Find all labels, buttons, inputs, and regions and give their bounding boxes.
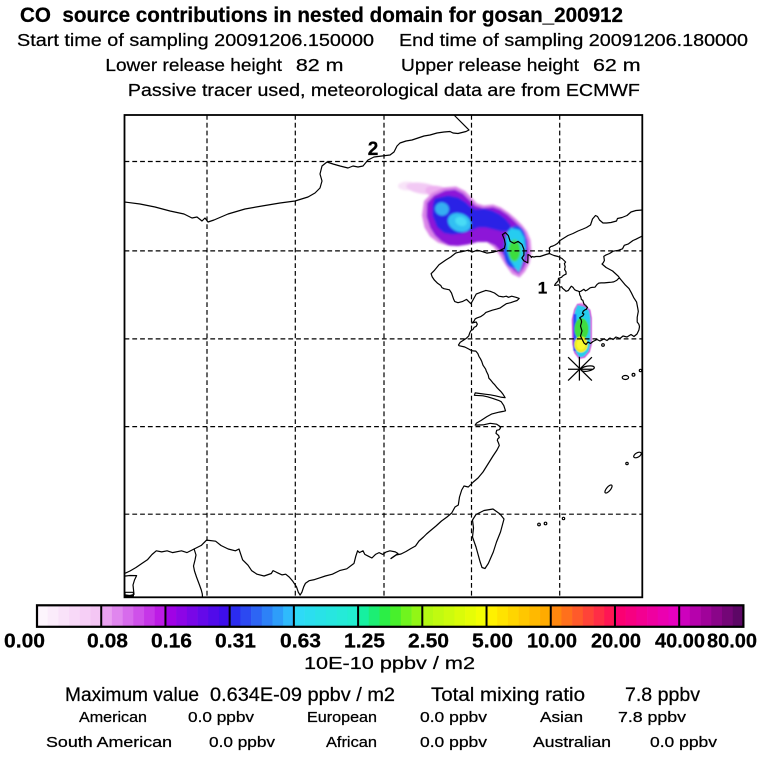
svg-text:82 m: 82 m: [296, 55, 344, 75]
svg-text:0.00: 0.00: [4, 629, 45, 652]
svg-text:0.0 ppbv: 0.0 ppbv: [209, 735, 276, 751]
svg-text:0.0 ppbv: 0.0 ppbv: [188, 710, 255, 726]
svg-text:0.0 ppbv: 0.0 ppbv: [650, 735, 718, 751]
svg-text:10E-10 ppbv / m2: 10E-10 ppbv / m2: [304, 653, 475, 673]
svg-text:CO source contributions in ne: CO source contributions in nested domain…: [20, 3, 623, 27]
svg-text:7.8 ppbv: 7.8 ppbv: [618, 710, 687, 726]
svg-text:Start time of sampling 2009120: Start time of sampling 20091206.150000: [17, 30, 374, 50]
svg-text:1: 1: [538, 279, 547, 298]
svg-text:End time of sampling 20091206.: End time of sampling 20091206.180000: [399, 30, 748, 50]
svg-text:American: American: [79, 710, 147, 726]
svg-text:40.00: 40.00: [655, 629, 705, 652]
svg-text:Australian: Australian: [533, 735, 611, 751]
svg-text:1.25: 1.25: [344, 629, 385, 652]
svg-text:7.8 ppbv: 7.8 ppbv: [625, 685, 700, 706]
svg-text:5.00: 5.00: [472, 629, 513, 652]
svg-text:South American: South American: [46, 735, 172, 751]
svg-text:0.08: 0.08: [87, 629, 128, 652]
svg-text:Upper release height: Upper release height: [401, 55, 579, 75]
svg-text:Asian: Asian: [540, 710, 583, 726]
svg-text:0.634E-09 ppbv / m2: 0.634E-09 ppbv / m2: [210, 685, 395, 706]
svg-text:Lower release height: Lower release height: [105, 55, 282, 75]
svg-text:African: African: [326, 735, 377, 751]
svg-text:62 m: 62 m: [593, 55, 641, 75]
svg-text:0.16: 0.16: [151, 629, 192, 652]
svg-text:0.63: 0.63: [280, 629, 321, 652]
svg-text:European: European: [307, 710, 377, 726]
svg-text:Passive tracer used, meteorolo: Passive tracer used, meteorological data…: [128, 80, 640, 100]
svg-text:80.00: 80.00: [707, 629, 757, 652]
svg-text:20.00: 20.00: [591, 629, 641, 652]
svg-text:0.31: 0.31: [215, 629, 256, 652]
svg-text:2: 2: [368, 139, 379, 160]
svg-text:0.0 ppbv: 0.0 ppbv: [420, 710, 488, 726]
svg-text:Total mixing ratio: Total mixing ratio: [431, 685, 585, 706]
svg-text:10.00: 10.00: [527, 629, 577, 652]
svg-text:0.0 ppbv: 0.0 ppbv: [420, 735, 488, 751]
svg-text:2.50: 2.50: [408, 629, 449, 652]
svg-text:Maximum value: Maximum value: [65, 685, 199, 706]
